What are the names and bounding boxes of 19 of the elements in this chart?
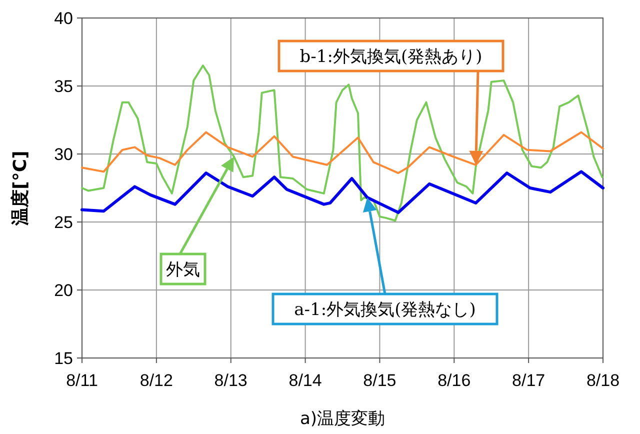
x-tick-label: 8/16 [438,371,471,390]
y-tick-label: 30 [54,144,73,164]
y-tick-label: 35 [54,76,73,96]
x-tick-label: 8/15 [363,371,396,390]
y-tick-label: 15 [54,348,73,368]
x-tick-label: 8/12 [140,371,173,390]
x-tick-label: 8/17 [512,371,546,390]
y-tick-label: 40 [54,8,73,28]
text: a)温度変動 [300,409,386,429]
text: b-1:外気換気(発熱あり) [300,47,482,68]
text: a-1:外気換気(発熱なし) [294,300,476,320]
y-tick-label: 20 [54,280,73,300]
y-axis-title: 温度[°C] [10,150,31,226]
x-tick-label: 8/18 [586,371,620,390]
x-tick-label: 8/11 [66,371,98,390]
text: 外気 [166,260,200,280]
x-tick-label: 8/14 [288,371,322,390]
y-tick-label: 25 [54,212,73,232]
x-tick-label: 8/13 [214,371,248,390]
